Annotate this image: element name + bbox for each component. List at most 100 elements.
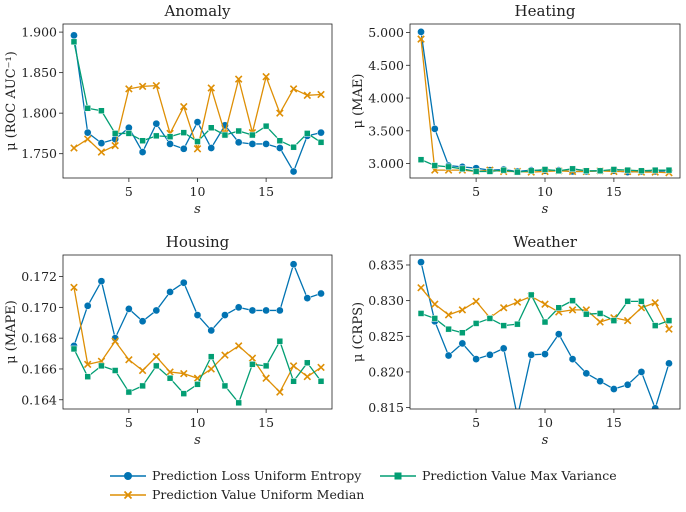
data-point xyxy=(180,369,188,378)
data-point xyxy=(234,342,243,350)
data-point xyxy=(138,366,147,375)
data-point xyxy=(70,345,78,353)
data-point xyxy=(221,382,229,390)
y-axis-label: μ (MAPE) xyxy=(4,300,19,364)
data-point xyxy=(125,388,133,396)
y-tick-label: 0.166 xyxy=(21,361,57,376)
data-point xyxy=(262,72,270,81)
data-point xyxy=(153,132,160,140)
y-tick-label: 5.000 xyxy=(368,25,404,40)
data-point xyxy=(317,363,325,372)
y-tick-label: 1.750 xyxy=(21,146,57,161)
series-line-prediction-value-max-variance xyxy=(420,294,670,334)
data-point xyxy=(234,303,243,312)
legend-swatch-circle xyxy=(110,471,146,480)
data-point xyxy=(207,84,215,92)
y-axis-label: μ (CRPS) xyxy=(351,302,366,362)
data-point xyxy=(610,166,618,173)
data-point xyxy=(180,102,188,111)
x-axis-label: s xyxy=(194,433,201,448)
data-point xyxy=(84,105,91,112)
data-point xyxy=(207,365,215,373)
data-point xyxy=(83,301,92,310)
data-point xyxy=(125,85,133,93)
legend-label: Prediction Loss Uniform Entropy xyxy=(152,468,362,483)
legend-label: Prediction Value Uniform Median xyxy=(152,487,365,502)
data-point xyxy=(317,90,325,99)
data-point xyxy=(417,156,425,163)
data-point xyxy=(166,288,174,296)
data-point xyxy=(417,258,425,266)
data-point xyxy=(235,399,242,407)
data-point xyxy=(97,139,106,147)
data-point xyxy=(444,351,453,360)
data-point xyxy=(262,140,270,148)
data-point xyxy=(486,168,494,175)
legend-swatch-x xyxy=(110,490,146,499)
data-point xyxy=(166,374,174,382)
data-point xyxy=(444,311,453,319)
series-line-prediction-value-max-variance xyxy=(73,41,322,148)
data-point xyxy=(289,362,298,370)
data-point xyxy=(249,361,256,368)
panel-title: Heating xyxy=(515,2,576,20)
data-point xyxy=(417,35,425,43)
data-point xyxy=(180,390,188,397)
data-point xyxy=(610,385,618,393)
data-point xyxy=(221,311,229,319)
axes-frame xyxy=(409,23,681,179)
data-point xyxy=(445,163,452,171)
data-point xyxy=(651,166,659,174)
data-point xyxy=(624,298,631,305)
data-point xyxy=(249,131,256,139)
x-tick-label: 5 xyxy=(125,415,133,430)
series-line-prediction-loss-uniform-entropy xyxy=(420,31,670,173)
data-point xyxy=(98,107,105,114)
data-point xyxy=(527,167,535,175)
data-point xyxy=(431,300,439,308)
data-point xyxy=(472,355,480,363)
x-tick-label: 5 xyxy=(472,184,480,199)
data-point xyxy=(276,109,284,117)
data-point xyxy=(194,138,201,145)
legend-item-value-uniform-median: Prediction Value Uniform Median xyxy=(110,487,364,502)
data-point xyxy=(111,130,119,137)
data-point xyxy=(637,368,646,376)
data-point xyxy=(582,369,591,378)
data-point xyxy=(84,373,91,380)
data-point xyxy=(554,330,563,338)
data-point xyxy=(596,377,604,386)
data-point xyxy=(596,318,604,326)
axes-frame xyxy=(62,23,333,179)
data-point xyxy=(513,298,522,306)
data-point xyxy=(665,317,673,324)
data-point xyxy=(541,166,549,173)
data-point xyxy=(234,138,243,147)
y-tick-label: 0.168 xyxy=(21,331,57,346)
legend-item-loss-uniform-entropy: Prediction Loss Uniform Entropy xyxy=(110,468,361,483)
y-tick-label: 1.850 xyxy=(21,65,57,80)
x-tick-label: 5 xyxy=(125,184,133,199)
panel-title: Weather xyxy=(513,233,578,251)
data-point xyxy=(303,294,312,302)
data-point xyxy=(83,128,92,137)
data-point xyxy=(568,306,577,314)
data-point xyxy=(70,144,78,152)
data-point xyxy=(83,135,92,143)
data-point xyxy=(289,85,298,93)
data-point xyxy=(431,315,439,322)
data-point xyxy=(445,325,452,333)
data-point xyxy=(70,283,78,292)
data-point xyxy=(472,168,480,175)
axes-frame xyxy=(409,254,681,410)
data-point xyxy=(317,378,325,385)
panel-title: Housing xyxy=(166,233,230,251)
data-point xyxy=(555,167,563,175)
data-point xyxy=(276,337,284,345)
x-tick-label: 10 xyxy=(537,415,553,430)
y-axis-label: μ (ROC AUC⁻¹) xyxy=(4,51,19,151)
series-line-prediction-value-max-variance xyxy=(73,340,322,404)
legend-item-value-max-variance: Prediction Value Max Variance xyxy=(380,468,617,483)
data-point xyxy=(179,144,188,153)
data-point xyxy=(262,374,270,382)
